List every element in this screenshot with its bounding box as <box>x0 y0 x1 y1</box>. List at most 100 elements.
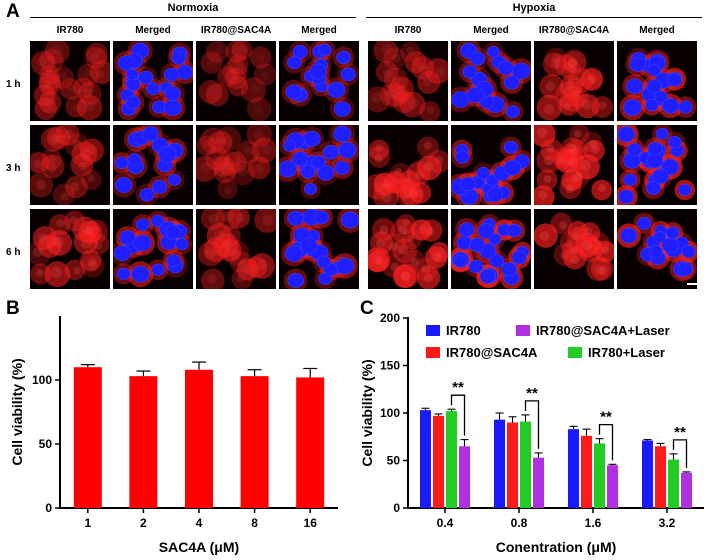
nucleus <box>503 159 522 176</box>
cell-stain <box>206 222 232 248</box>
cell-stain <box>247 156 271 180</box>
legend-swatch <box>568 347 582 358</box>
cell-stain <box>205 83 229 107</box>
cell-stain <box>64 259 86 281</box>
y-tick-label: 0 <box>45 501 52 515</box>
nucleus <box>287 273 304 288</box>
cell-stain-spot <box>260 144 272 155</box>
cell-stain <box>38 91 62 114</box>
cell-stain-spot <box>58 71 67 80</box>
cell-stain-spot <box>80 85 88 93</box>
cell-stain <box>30 263 52 285</box>
nucleus <box>511 250 527 265</box>
cell-stain <box>420 219 443 242</box>
cell-stain-spot <box>224 187 232 195</box>
cell-stain <box>215 209 242 231</box>
nucleus <box>486 187 503 203</box>
nucleus <box>618 189 635 204</box>
cell-stain-spot <box>598 266 608 276</box>
cell-stain-spot <box>260 71 270 80</box>
bar <box>129 376 158 508</box>
nucleus <box>645 181 661 195</box>
bar-ir780-sac4a <box>655 446 666 508</box>
bar-ir780-laser <box>520 421 531 508</box>
nucleus <box>322 145 339 160</box>
bar-ir780-laser <box>594 443 605 508</box>
bar-ir780 <box>642 440 653 508</box>
nucleus <box>462 65 478 79</box>
cell-stain-spot <box>572 172 583 183</box>
cell-stain-spot <box>250 263 259 272</box>
cell-stain <box>73 77 94 98</box>
bar-ir780 <box>420 410 431 508</box>
cell-stain <box>400 41 421 62</box>
bar <box>240 376 269 508</box>
cell-stain-spot <box>80 148 92 159</box>
y-axis-label: Cell viability (%) <box>359 359 375 466</box>
nucleus <box>336 50 351 65</box>
cell-stain-spot <box>231 46 241 56</box>
cell-stain-spot <box>563 102 571 111</box>
cell-stain-spot <box>543 175 552 183</box>
nucleus <box>150 214 165 228</box>
cell-stain <box>231 267 253 289</box>
cell-stain-spot <box>222 240 233 251</box>
cell-stain <box>368 146 391 168</box>
nucleus <box>113 245 131 261</box>
cell-stain-spot <box>382 180 392 190</box>
cell-stain <box>30 172 54 198</box>
cell-stain <box>217 65 239 87</box>
cell-stain <box>34 97 57 121</box>
panel-a-letter: A <box>6 1 20 22</box>
nucleus <box>138 70 154 85</box>
cell-stain-spot <box>87 144 98 155</box>
nucleus <box>163 99 182 116</box>
cell-stain <box>392 90 416 114</box>
nucleus <box>285 84 303 100</box>
cell-stain-spot <box>52 134 62 144</box>
cell-stain-spot <box>539 231 550 242</box>
cell-stain-spot <box>43 103 52 113</box>
cell-stain-spot <box>69 216 78 225</box>
cell-stain <box>198 241 224 267</box>
cell-stain <box>590 257 614 281</box>
cell-stain <box>55 125 80 146</box>
nucleus <box>114 156 129 169</box>
nucleus <box>338 142 357 159</box>
micrograph <box>113 125 187 205</box>
x-tick-label: 2 <box>140 516 147 530</box>
cell-stain <box>205 146 230 171</box>
cell-stain <box>80 254 105 278</box>
cell-stain-spot <box>226 247 236 257</box>
cell-stain <box>52 183 76 205</box>
cell-stain <box>249 253 275 279</box>
cell-stain <box>411 56 435 80</box>
cell-stain <box>368 139 390 161</box>
cell-stain <box>223 239 250 266</box>
nucleus <box>164 86 181 101</box>
cell-stain-spot <box>88 258 97 267</box>
cell-stain <box>416 265 441 289</box>
x-axis-label: SAC4A (μM) <box>159 539 239 555</box>
cell-stain-spot <box>591 145 600 154</box>
cell-stain <box>550 212 572 235</box>
cell-stain-spot <box>47 156 56 164</box>
bar-ir780-sac4a-laser <box>459 446 470 508</box>
nucleus <box>309 63 327 80</box>
hypoxia-rule <box>366 17 702 18</box>
cell-stain <box>594 240 614 263</box>
legend-label: IR780 <box>446 323 481 338</box>
cell-stain <box>558 94 580 116</box>
cell-stain-spot <box>217 163 226 172</box>
panel-b-chart: 0 50 100 1 2 4 8 16 SAC4A (μM) Cell viability (%) <box>9 316 338 555</box>
cell-stain <box>64 210 86 232</box>
cell-stain-spot <box>568 64 576 73</box>
cell-stain <box>375 60 399 84</box>
cell-stain-spot <box>423 161 434 172</box>
ir780-image-r2-c5 <box>368 125 448 205</box>
ir780-image-r3-c5 <box>368 209 448 289</box>
nucleus <box>667 73 683 87</box>
cell-stain <box>245 256 267 279</box>
cell-stain <box>559 176 582 200</box>
cell-stain-spot <box>563 62 573 71</box>
